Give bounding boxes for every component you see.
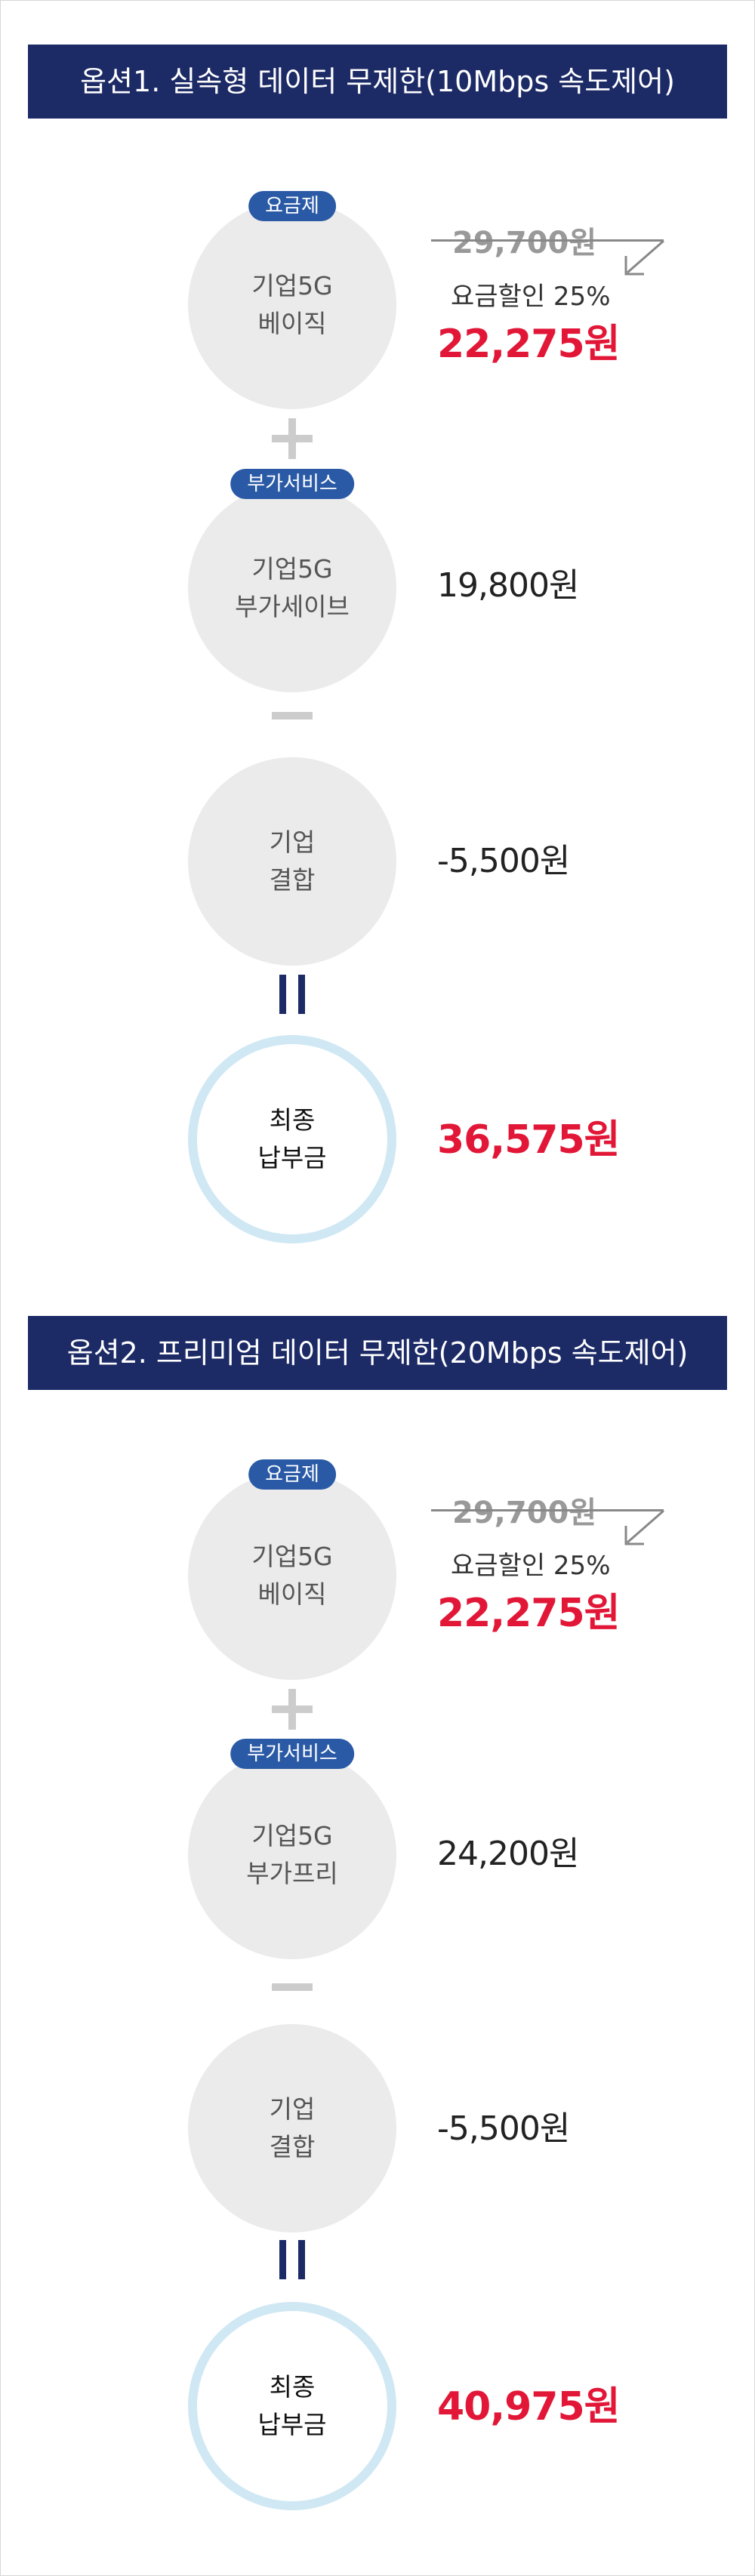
- option1-combo-circle: 기업 결합: [188, 757, 396, 966]
- option1-addon-name-line2: 부가세이브: [235, 592, 350, 621]
- option2-discounted-price: 22,275원: [437, 1591, 621, 1636]
- option1-original-price: 29,700원: [452, 226, 597, 260]
- option1-header: 옵션1. 실속형 데이터 무제한(10Mbps 속도제어): [28, 45, 727, 119]
- option1-plan-name-line2: 베이직: [257, 309, 327, 338]
- option2-strike-line: [431, 1509, 664, 1511]
- option2-total-circle: 최종 납부금: [188, 2302, 396, 2510]
- option1-discount-arrow-icon: [624, 239, 664, 276]
- option2-original-price: 29,700원: [452, 1496, 597, 1530]
- option2-total-price: 40,975원: [437, 2384, 621, 2430]
- option1-addon-price: 19,800원: [437, 566, 579, 605]
- option2-addon-name-line2: 부가프리: [246, 1859, 338, 1888]
- option2-plan-name-line2: 베이직: [257, 1579, 327, 1609]
- option2-combo-price: -5,500원: [437, 2109, 570, 2148]
- option2-minus-icon: [272, 1983, 313, 1991]
- option2-plan-name-line1: 기업5G: [251, 1542, 333, 1571]
- option2-discount-label: 요금할인 25%: [451, 1551, 611, 1581]
- option1-addon-badge: 부가서비스: [230, 469, 354, 499]
- option2-header: 옵션2. 프리미엄 데이터 무제한(20Mbps 속도제어): [28, 1316, 727, 1390]
- option1-plan-circle: 기업5G 베이직: [188, 201, 396, 409]
- option2-discount-arrow-icon: [624, 1509, 664, 1545]
- option1-plan-badge: 요금제: [248, 191, 336, 221]
- option1-addon-circle: 기업5G 부가세이브: [188, 484, 396, 692]
- option2-plan-circle: 기업5G 베이직: [188, 1471, 396, 1680]
- option1-discounted-price: 22,275원: [437, 322, 621, 367]
- option1-equals-icon: [279, 975, 305, 1014]
- option2-combo-name-line1: 기업: [269, 2094, 316, 2124]
- option1-addon-name-line1: 기업5G: [251, 554, 333, 584]
- option1-total-line1: 최종: [269, 1105, 316, 1135]
- option2-combo-circle: 기업 결합: [188, 2024, 396, 2232]
- option2-equals-icon: [279, 2240, 305, 2279]
- option2-addon-circle: 기업5G 부가프리: [188, 1751, 396, 1959]
- option2-total-line1: 최종: [269, 2372, 316, 2402]
- option1-minus-icon: [272, 712, 313, 719]
- option1-plus-icon: [272, 418, 313, 459]
- option2-plus-icon: [272, 1689, 313, 1730]
- option1-total-line2: 납부금: [257, 1143, 327, 1172]
- option1-combo-price: -5,500원: [437, 842, 570, 880]
- option2-addon-badge: 부가서비스: [230, 1739, 354, 1769]
- option1-combo-name-line2: 결합: [269, 865, 316, 895]
- option1-plan-name-line1: 기업5G: [251, 271, 333, 300]
- option1-total-price: 36,575원: [437, 1117, 621, 1163]
- option1-total-circle: 최종 납부금: [188, 1035, 396, 1243]
- option2-combo-name-line2: 결합: [269, 2132, 316, 2162]
- option1-discount-label: 요금할인 25%: [451, 282, 611, 312]
- option2-addon-price: 24,200원: [437, 1835, 579, 1873]
- option2-addon-name-line1: 기업5G: [251, 1821, 333, 1850]
- option2-plan-badge: 요금제: [248, 1459, 336, 1490]
- option1-strike-line: [431, 239, 664, 242]
- option1-combo-name-line1: 기업: [269, 827, 316, 857]
- option2-total-line2: 납부금: [257, 2410, 327, 2439]
